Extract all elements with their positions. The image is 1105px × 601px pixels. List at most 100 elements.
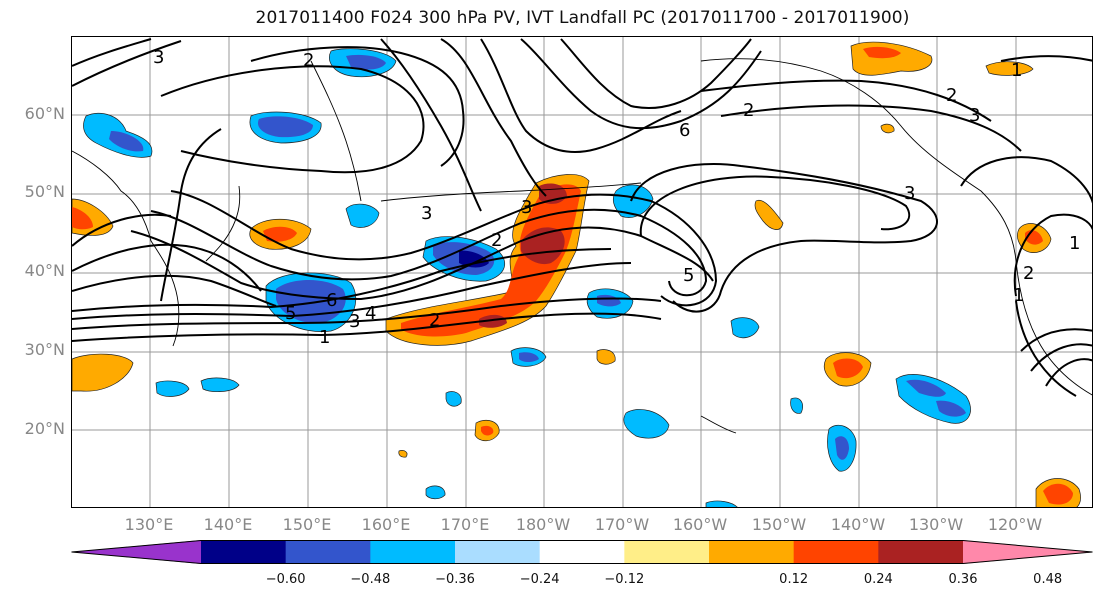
colorbar-segment — [709, 540, 795, 564]
lon-label-150e: 150°E — [282, 515, 332, 534]
pv-east-3 — [1020, 328, 1092, 352]
lon-label-140e: 140°E — [203, 515, 253, 534]
colorbar-segment — [539, 540, 625, 564]
pv-east-4 — [1030, 343, 1092, 372]
colorbar-segment — [285, 540, 371, 564]
colorbar-tick-label: −0.12 — [604, 572, 645, 587]
map-canvas: 3 2 3 3 2 6 5 4 3 2 1 5 6 2 3 3 2 1 1 2 … — [72, 37, 1092, 507]
contour-label-3d: 3 — [349, 311, 360, 332]
colorbar-extend-low — [71, 540, 201, 564]
contour-label-3b: 3 — [421, 203, 432, 224]
contour-label-3c: 3 — [521, 197, 532, 218]
coast-hawaii — [700, 415, 737, 434]
lon-label-160w: 160°W — [672, 515, 728, 534]
pv-west-3 — [72, 274, 277, 307]
colorbar — [71, 540, 1093, 564]
colorbar-segment — [793, 540, 879, 564]
colorbar-tick-label: −0.36 — [435, 572, 475, 587]
contour-label-1d: 1 — [1013, 285, 1024, 306]
pv-east-6 — [1015, 300, 1077, 397]
contour-label-3f: 3 — [969, 105, 980, 126]
positive-anomaly-small-2 — [398, 450, 408, 458]
contour-label-6b: 6 — [679, 120, 690, 141]
pv-north-2 — [250, 46, 465, 167]
positive-anomaly-north-2 — [985, 61, 1034, 76]
contour-label-2b: 2 — [491, 230, 502, 251]
pv-contour-6 — [150, 208, 708, 297]
negative-anomaly-small-4 — [200, 377, 240, 392]
pv-north-12 — [72, 38, 152, 67]
lon-label-140w: 140°W — [830, 515, 886, 534]
lat-label-30n: 30°N — [24, 340, 65, 359]
negative-anomaly-north-4 — [612, 184, 654, 218]
negative-anomaly-south-2 — [623, 409, 670, 439]
coast-aleutians — [380, 182, 642, 202]
contour-label-3e: 3 — [904, 183, 915, 204]
negative-anomaly-south-4 — [705, 500, 738, 507]
lat-label-50n: 50°N — [24, 182, 65, 201]
pv-north-1 — [160, 65, 425, 174]
coast-northamerica — [1015, 260, 1092, 396]
positive-anomaly-south-2 — [596, 349, 616, 365]
lon-label-170e: 170°E — [440, 515, 490, 534]
contour-label-5a: 5 — [285, 303, 296, 324]
negative-anomaly-small-3 — [155, 380, 190, 397]
coast-asia — [72, 150, 180, 347]
colorbar-tick-label: 0.36 — [948, 572, 978, 587]
contour-label-6: 6 — [326, 290, 337, 311]
contour-label-1b: 1 — [1011, 60, 1022, 81]
pv-contour-7 — [170, 190, 718, 307]
colorbar-segment — [878, 540, 964, 564]
positive-anomaly-small-1 — [880, 123, 895, 134]
lon-label-130w: 130°W — [908, 515, 964, 534]
contour-label-3a: 3 — [153, 47, 164, 68]
negative-anomaly-small-1 — [345, 203, 380, 228]
contour-label-2c: 2 — [429, 310, 440, 331]
colorbar-outline — [71, 540, 1093, 564]
pv-north-7 — [560, 38, 752, 110]
contour-label-1c: 1 — [1069, 233, 1080, 254]
colorbar-segment — [370, 540, 456, 564]
pv-west-1 — [72, 213, 172, 247]
pv-contour-2 — [72, 297, 662, 330]
colorbar-segment — [201, 540, 287, 564]
pv-north-9 — [720, 104, 1022, 152]
pv-east-5 — [1045, 358, 1092, 387]
contour-label-1a: 1 — [319, 327, 330, 348]
pv-ring-2 — [639, 175, 911, 237]
lon-label-160e: 160°E — [361, 515, 411, 534]
positive-anomaly-north-1 — [850, 41, 933, 76]
colorbar-tick-label: −0.48 — [350, 572, 391, 587]
contour-label-2f: 2 — [1023, 263, 1034, 284]
negative-anomaly-south-3 — [425, 485, 446, 500]
pv-west-2 — [72, 243, 262, 292]
colorbar-tick-label: −0.24 — [519, 572, 560, 587]
pv-contours — [72, 38, 1092, 397]
lat-label-20n: 20°N — [24, 419, 65, 438]
lon-label-130e: 130°E — [124, 515, 174, 534]
pv-north-5 — [480, 38, 682, 153]
contour-label-2d: 2 — [743, 100, 754, 121]
pv-contour-1 — [72, 312, 662, 342]
pv-north-10 — [1000, 55, 1092, 62]
pv-contour-5 — [130, 226, 714, 301]
positive-anomaly-core — [401, 184, 581, 337]
pv-ring-1 — [630, 163, 938, 313]
pv-north-6 — [520, 38, 762, 130]
map-title: 2017011400 F024 300 hPa PV, IVT Landfall… — [255, 8, 910, 28]
coast-japan — [205, 185, 241, 262]
pv-contour-3 — [72, 262, 632, 320]
pv-east-2 — [1013, 213, 1092, 297]
colorbar-tick-label: 0.12 — [779, 572, 809, 587]
colorbar-extend-high — [963, 540, 1093, 564]
pv-north-3 — [380, 38, 482, 212]
coast-kamchatka — [310, 60, 362, 202]
pv-north-8 — [700, 79, 992, 122]
lat-label-60n: 60°N — [24, 104, 65, 123]
pv-west-4 — [160, 128, 222, 302]
positive-anomaly-east-2 — [754, 199, 784, 230]
negative-anomaly-small-6 — [790, 397, 804, 414]
lon-label-170w: 170°W — [594, 515, 650, 534]
contour-labels: 3 2 3 3 2 6 5 4 3 2 1 5 6 2 3 3 2 1 1 2 … — [153, 47, 1080, 348]
colorbar-tick-label: −0.60 — [265, 572, 306, 587]
